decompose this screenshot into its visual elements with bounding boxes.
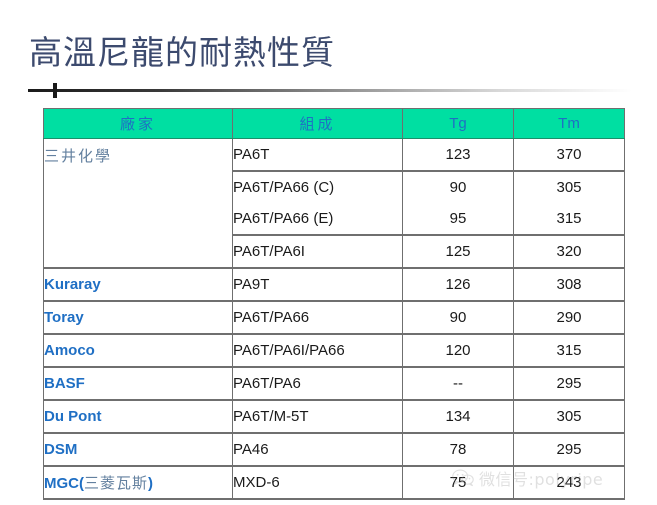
table-row: PA6T/PA6I 125 320 (44, 234, 625, 268)
cell-composition: PA6T/PA66 (232, 300, 403, 334)
cell-tm: 305 (513, 399, 625, 433)
cell-tg: 123 (402, 138, 514, 171)
table-row: Kuraray PA9T 126 308 (43, 267, 625, 301)
heat-resistance-table: 廠家 組成 Tg Tm 三井化學 PA6T 123 370 PA6T/PA66 … (43, 108, 625, 500)
cell-tm: 315 (513, 333, 625, 367)
table-row: BASF PA6T/PA6 -- 295 (43, 366, 625, 400)
cell-tm: 243 (513, 465, 625, 500)
cell-tm: 295 (513, 432, 625, 466)
cell-tg: 78 (402, 432, 514, 466)
cell-tm: 370 (513, 138, 625, 171)
cell-maker: Kuraray (43, 267, 233, 301)
cell-tg: 95 (402, 203, 514, 235)
table-row: 三井化學 PA6T 123 370 (43, 138, 625, 268)
cell-tg: -- (402, 366, 514, 400)
column-header-maker: 廠家 (43, 108, 233, 139)
cell-tm: 295 (513, 366, 625, 400)
cell-tm: 320 (513, 234, 625, 268)
cell-composition: PA6T/PA6I (232, 234, 403, 268)
cell-tg: 90 (402, 300, 514, 334)
table-row: Toray PA6T/PA66 90 290 (43, 300, 625, 334)
cell-tg: 90 (402, 170, 514, 203)
maker-prefix: MGC( (44, 475, 84, 492)
table-body: 三井化學 PA6T 123 370 PA6T/PA66 (C) 90 305 P… (43, 138, 625, 500)
table-row: DSM PA46 78 295 (43, 432, 625, 466)
cell-tg: 75 (402, 465, 514, 500)
table-header: 廠家 組成 Tg Tm (43, 108, 625, 139)
cell-maker: Du Pont (43, 399, 233, 433)
title-divider (28, 89, 632, 92)
cell-tg: 134 (402, 399, 514, 433)
cell-maker: DSM (43, 432, 233, 466)
cell-maker: BASF (43, 366, 233, 400)
cell-composition: PA6T/PA6 (232, 366, 403, 400)
cell-maker: 三井化學 (43, 138, 233, 268)
cell-composition: PA6T/PA66 (E) (232, 203, 403, 235)
cell-maker: MGC(三菱瓦斯) (43, 465, 233, 500)
cell-composition: PA9T (232, 267, 403, 301)
column-header-composition: 組成 (232, 108, 403, 139)
table-row: Du Pont PA6T/M-5T 134 305 (43, 399, 625, 433)
cell-composition: PA6T/PA66 (C) (232, 170, 403, 203)
table-row: PA6T/PA66 (C) 90 305 (44, 170, 625, 203)
maker-suffix: ) (148, 475, 154, 492)
cell-tm: 308 (513, 267, 625, 301)
page-title: 高溫尼龍的耐熱性質 (29, 33, 335, 72)
cell-tg: 126 (402, 267, 514, 301)
cell-composition: PA6T/PA6I/PA66 (232, 333, 403, 367)
cell-composition: PA46 (232, 432, 403, 466)
cell-composition: PA6T/M-5T (232, 399, 403, 433)
cell-maker: Amoco (43, 333, 233, 367)
cell-composition: PA6T (232, 138, 403, 171)
column-header-tm: Tm (513, 108, 625, 139)
title-bullet-marker (53, 83, 57, 98)
cell-composition: MXD-6 (232, 465, 403, 500)
column-header-tg: Tg (402, 108, 514, 139)
cell-tg: 120 (402, 333, 514, 367)
maker-cjk-name: 三菱瓦斯 (84, 474, 149, 492)
table-header-row: 廠家 組成 Tg Tm (43, 108, 625, 139)
table-row: MGC(三菱瓦斯) MXD-6 75 243 (43, 465, 625, 500)
cell-maker: Toray (43, 300, 233, 334)
table-row: Amoco PA6T/PA6I/PA66 120 315 (43, 333, 625, 367)
cell-tm: 305 (513, 170, 625, 203)
cell-tm: 290 (513, 300, 625, 334)
cell-tg: 125 (402, 234, 514, 268)
table-row: PA6T/PA66 (E) 95 315 (44, 203, 625, 235)
cell-tm: 315 (513, 203, 625, 235)
